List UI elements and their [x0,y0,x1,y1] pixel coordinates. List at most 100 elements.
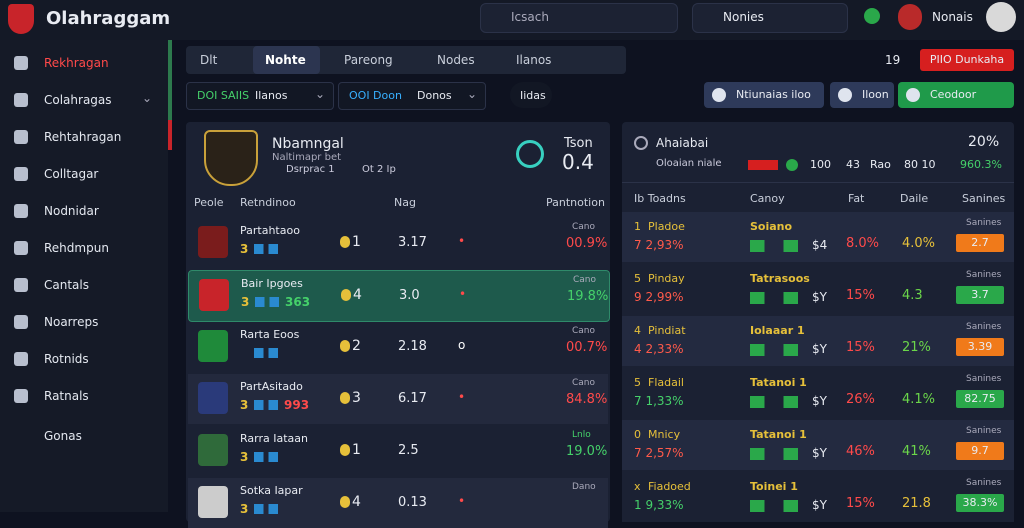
badge: 38.3% [956,494,1004,512]
logo-icon [8,4,34,34]
fat: 46% [846,444,875,459]
pill[interactable] [510,82,552,108]
stat: 100 [810,158,831,171]
nav-item[interactable]: Rehdmpun [44,241,109,255]
button-text: Iloon [862,88,889,101]
small-label: Lnlo [572,430,591,440]
odds: 0.13 [398,495,427,510]
score-icon [516,140,544,168]
filter[interactable]: OOI Doon Donos ⌄ [338,82,486,110]
nav-item[interactable]: Ratnals [44,389,89,403]
rank-icon [340,236,350,248]
tag: 3 [240,242,249,256]
stat: 960.3% [960,158,1002,171]
nav-item[interactable]: Colahragas [44,93,112,107]
nav-item[interactable]: Gonas [44,429,82,443]
button[interactable]: Ceodoor [898,82,1014,108]
rank: 1 [352,442,361,458]
top-bar: Olahraggam Icsach Nonies Nonais [0,0,1024,40]
match-row[interactable]: Partahtaoo 3 1 3.17 • Cano 00.9% [188,218,608,268]
odds: 6.17 [398,391,427,406]
tag-extra: 993 [284,398,310,412]
nav-item[interactable]: Rehtahragan [44,130,122,144]
column-header: Canoy [750,192,785,205]
team-name: Tatanoi 1 [750,428,807,441]
filter-value: Donos [417,89,452,102]
fat: 15% [846,288,875,303]
filter-label: OOI Doon [349,89,402,102]
small-label: Sanines [966,322,1002,332]
odds: 3.17 [398,235,427,250]
team-name: Toinei 1 [750,480,798,493]
search[interactable]: Icsach [480,3,678,33]
nav-item[interactable]: Colltagar [44,167,99,181]
match-row[interactable]: Rarta Eoos 2 2.18 o Cano 00.7% [188,322,608,372]
ranking-panel: Ahaiabai Oloaian niale 20% 100 43 Rao 80 10 960… [622,122,1014,522]
ranking-row[interactable]: 5 Pinday 9 2,99% Tatrasoos $Y 15% 4.3 Sanines 3.… [622,264,1014,314]
percent: 00.7% [566,340,608,355]
amount: $Y [812,290,827,304]
team-logo [198,434,228,466]
alert[interactable]: PIIO Dunkaha [920,49,1014,71]
team-logo [198,486,228,518]
button[interactable]: Iloon [830,82,894,108]
ranking-row[interactable]: 4 Pindiat 4 2,33% Iolaaar 1 $Y 15% 21% Sanines 3… [622,316,1014,366]
match-badge [204,130,258,186]
tab[interactable]: Nohte [265,53,306,67]
profile[interactable] [986,2,1016,32]
button[interactable]: Ntiunaias iloo [704,82,824,108]
amount: $Y [812,342,827,356]
odds: 2.5 [398,443,419,458]
tag-icons [255,297,279,307]
match-row[interactable]: Sotka Iapar 3 4 0.13 • Dano [188,478,608,528]
player-name: Pladoe [648,220,685,233]
stat: 43 [846,158,860,171]
nav-item[interactable]: Nodnidar [44,204,99,218]
pill-text[interactable]: Iidas [520,89,546,102]
team-icons [750,448,798,460]
column-header: Nag [394,196,416,209]
ranking-row[interactable]: 1 Pladoe 7 2,93% Soiano $4 8.0% 4.0% Sanines 2.7 [622,212,1014,262]
team-logo [199,279,229,311]
avatar[interactable] [898,4,922,30]
rank-icon [341,289,351,301]
ranking-row[interactable]: 5 Fladail 7 1,33% Tatanoi 1 $Y 26% 4.1% Sanines… [622,368,1014,418]
team-name: Tatrasoos [750,272,810,285]
search2[interactable]: Nonies [692,3,848,33]
tab[interactable]: Nodes [437,53,475,67]
ranking-pct: 20% [968,134,1000,150]
status-icon[interactable] [864,8,880,24]
tab[interactable]: Ilanos [516,53,552,67]
tag: 3 [240,398,249,412]
fat: 15% [846,340,875,355]
tag-icons [254,400,278,410]
odds: 2.18 [398,339,427,354]
daile: 21% [902,340,931,355]
filter[interactable]: DOI SAIIS Ilanos ⌄ [186,82,334,110]
tag-extra: 363 [285,295,311,309]
match-meta: Dsrprac 1 [286,164,335,175]
match-row[interactable]: Rarra Iataan 3 1 2.5 Lnlo 19.0% [188,426,608,476]
nav-item[interactable]: Cantals [44,278,89,292]
divider [622,182,1014,183]
nav-item[interactable]: Noarreps [44,315,99,329]
ranking-row[interactable]: 0 Mnicy 7 2,57% Tatanoi 1 $Y 46% 41% Sanines 9.7 [622,420,1014,470]
badge: 3.39 [956,338,1004,356]
badge: 82.75 [956,390,1004,408]
tab[interactable]: Dlt [200,53,218,67]
player-name: Fiadoed [648,480,691,493]
ranking-row[interactable]: x Fiadoed 1 9,33% Toinei 1 $Y 15% 21.8 Sanines 3… [622,472,1014,522]
logo: Olahraggam [46,8,171,29]
nav-icon [14,130,28,144]
match-row[interactable]: PartAsitado 3 993 3 6.17 • Cano 84.8% [188,374,608,424]
tab[interactable]: Pareong [344,53,393,67]
small-label: Sanines [966,426,1002,436]
search-text: Icsach [511,10,549,24]
user-name[interactable]: Nonais [932,10,973,24]
small-label: Cano [572,378,596,388]
nav-item[interactable]: Rotnids [44,352,89,366]
score: 0.4 [562,150,594,174]
rank-icon [340,496,350,508]
nav-item[interactable]: Rekhragan [44,56,109,70]
match-row[interactable]: Bair Ipgoes 3 363 4 3.0 • Cano 19.8% [188,270,610,322]
